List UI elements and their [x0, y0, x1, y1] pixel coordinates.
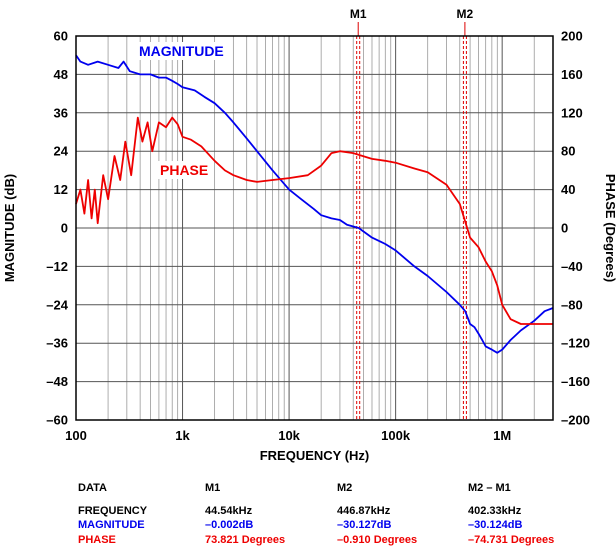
x-tick-label: 1k: [175, 428, 190, 443]
left-tick-label: 0: [61, 221, 68, 236]
plot-frame: [75, 35, 554, 421]
left-tick-label: 48: [54, 67, 68, 82]
right-tick-label: –40: [561, 259, 583, 274]
right-tick-label: 80: [561, 144, 575, 159]
readout-header-m1: M1: [205, 482, 221, 494]
right-tick-label: 160: [561, 67, 583, 82]
left-tick-label: –60: [46, 413, 68, 428]
magnitude-annotation: MAGNITUDE: [139, 43, 224, 59]
left-tick-label: 12: [54, 182, 68, 197]
readout-row-label-magnitude: MAGNITUDE: [78, 519, 145, 531]
readout-magnitude-m1: –0.002dB: [205, 519, 254, 531]
bode-plot: 100 1k 10k 100k 1M 60483624120–12–24–36–48–6…: [2, 7, 616, 463]
phase-annotation: PHASE: [160, 162, 208, 178]
x-tick-label: 100: [65, 428, 87, 443]
marker-label: M2: [457, 7, 474, 21]
magnitude-annotation-bg: [136, 42, 227, 60]
left-tick-label: 60: [54, 29, 68, 44]
right-tick-label: –160: [561, 374, 590, 389]
readout-frequency-m1: 44.54kHz: [205, 505, 253, 517]
left-axis-label: MAGNITUDE (dB): [2, 174, 17, 282]
right-tick-label: –120: [561, 336, 590, 351]
right-tick-label: –200: [561, 413, 590, 428]
left-axis-ticks: 60 48 36 24 12 0 –12 –24 –36 –48 –60: [46, 29, 68, 428]
left-tick-label: 24: [54, 144, 69, 159]
right-tick-label: 120: [561, 105, 583, 120]
readout-frequency-m2: 446.87kHz: [337, 505, 391, 517]
marker-label: M1: [350, 7, 367, 21]
readout-frequency-diff: 402.33kHz: [468, 505, 522, 517]
left-tick-label: –48: [46, 374, 68, 389]
right-tick-label: 40: [561, 182, 575, 197]
x-tick-label: 100k: [381, 428, 411, 443]
readout-phase-m2: –0.910 Degrees: [337, 534, 418, 546]
readout-magnitude-diff: –30.124dB: [468, 519, 523, 531]
series-lines: [75, 54, 554, 354]
magnitude-series-line: [75, 54, 554, 354]
x-axis-label: FREQUENCY (Hz): [260, 448, 370, 463]
x-axis-ticks: 100 1k 10k 100k 1M: [65, 428, 511, 443]
left-tick-label: –36: [46, 336, 68, 351]
readout-header-data: DATA: [78, 482, 107, 494]
readout-magnitude-m2: –30.127dB: [337, 519, 392, 531]
phase-annotation-bg: [157, 161, 212, 179]
right-axis-ticks: 200 160 120 80 40 0 –40 –80 –120 –160 –200: [561, 29, 590, 428]
right-axis-label: PHASE (Degrees): [603, 174, 616, 282]
phase-series-line: [75, 116, 553, 325]
right-tick-label: 200: [561, 29, 583, 44]
readout-header-m2: M2: [337, 482, 353, 494]
readout-row-label-frequency: FREQUENCY: [78, 505, 148, 517]
left-tick-label: 36: [54, 105, 68, 120]
readout-phase-diff: –74.731 Degrees: [468, 534, 555, 546]
readout-row-label-phase: PHASE: [78, 534, 116, 546]
x-tick-label: 10k: [278, 428, 300, 443]
readout-header-diff: M2 – M1: [468, 482, 511, 494]
left-tick-label: –12: [46, 259, 68, 274]
left-tick-label: –24: [46, 297, 68, 312]
x-tick-label: 1M: [493, 428, 511, 443]
readout-phase-m1: 73.821 Degrees: [205, 534, 286, 546]
right-tick-label: –80: [561, 297, 583, 312]
right-tick-label: 0: [561, 221, 568, 236]
